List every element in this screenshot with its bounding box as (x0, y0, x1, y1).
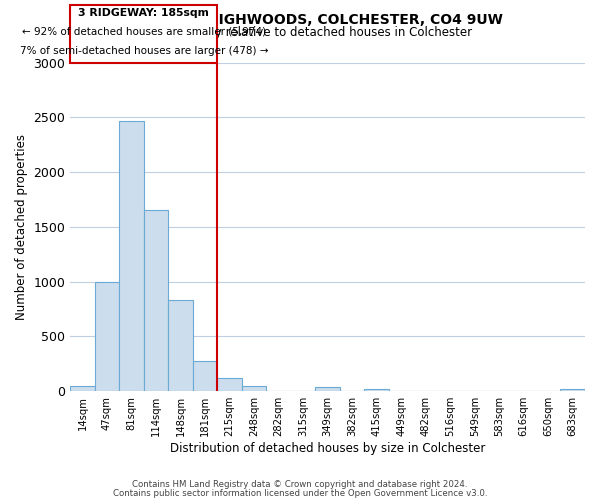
Bar (242, 386, 266, 391)
Bar (95, 282, 119, 391)
X-axis label: Distribution of detached houses by size in Colchester: Distribution of detached houses by size … (170, 442, 485, 455)
Y-axis label: Number of detached properties: Number of detached properties (15, 134, 28, 320)
Bar (316, 388, 340, 391)
Text: Contains public sector information licensed under the Open Government Licence v3: Contains public sector information licen… (113, 488, 487, 498)
Bar (119, 120, 144, 391)
Bar (70, 386, 95, 391)
Bar (560, 389, 585, 391)
Bar (193, 360, 217, 391)
Bar (217, 378, 242, 391)
Text: 7% of semi-detached houses are larger (478) →: 7% of semi-detached houses are larger (4… (20, 46, 268, 56)
Text: Size of property relative to detached houses in Colchester: Size of property relative to detached ho… (128, 26, 472, 39)
Bar (364, 389, 389, 391)
Text: 3 RIDGEWAY: 185sqm: 3 RIDGEWAY: 185sqm (79, 8, 209, 18)
Text: ← 92% of detached houses are smaller (5,974): ← 92% of detached houses are smaller (5,… (22, 27, 266, 37)
Bar (169, 300, 193, 391)
Text: 3, RIDGEWAY, HIGHWOODS, COLCHESTER, CO4 9UW: 3, RIDGEWAY, HIGHWOODS, COLCHESTER, CO4 … (97, 12, 503, 26)
Text: Contains HM Land Registry data © Crown copyright and database right 2024.: Contains HM Land Registry data © Crown c… (132, 480, 468, 489)
Bar (144, 210, 169, 391)
